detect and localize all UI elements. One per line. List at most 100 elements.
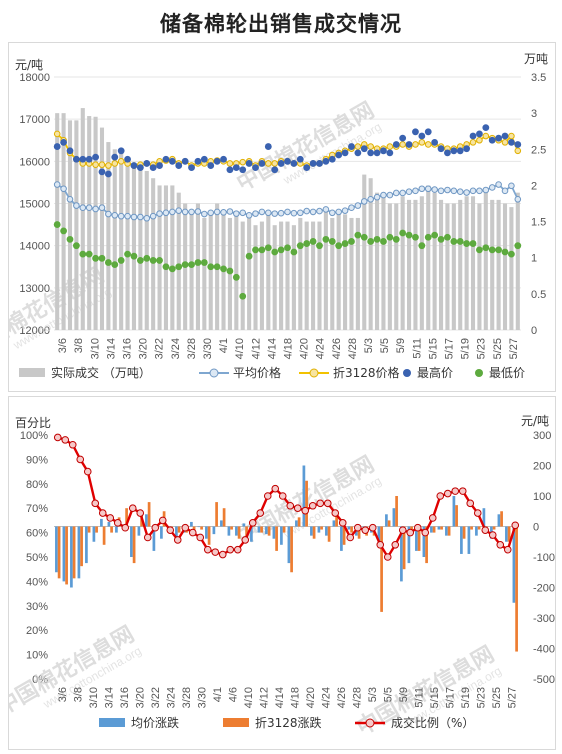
p3128-change-bar (207, 526, 211, 545)
high-price-point (469, 132, 477, 140)
high-price-point (60, 138, 67, 146)
low-price-point (367, 238, 375, 245)
x-tick-label: 3/20 (138, 338, 150, 359)
x-tick-label: 3/8 (73, 338, 85, 353)
avg-price-marker (303, 207, 310, 215)
volume-bar (438, 199, 444, 330)
volume-bar (477, 203, 482, 330)
ratio-marker (511, 521, 520, 530)
p3128-change-bar (380, 526, 383, 612)
x-tick-label: 5/23 (475, 687, 487, 708)
x-tick-label: 5/9 (398, 687, 410, 702)
avg-price-marker (111, 212, 119, 219)
high-price-point (117, 147, 125, 155)
high-price-point (66, 147, 74, 155)
x-tick-label: 4/6 (227, 687, 239, 702)
x-tick-label: 4/12 (250, 338, 262, 359)
ratio-marker (278, 492, 287, 500)
x-tick-label: 5/9 (395, 338, 407, 353)
low-price-point (386, 233, 394, 241)
low-price-point (124, 250, 131, 258)
avg-change-bar (212, 526, 216, 535)
p3128-change-bar (342, 526, 346, 545)
avg-change-bar (160, 526, 163, 539)
high-price-point (431, 138, 439, 146)
avg-price-marker (66, 195, 74, 203)
p3128-change-bar (312, 526, 316, 539)
high-price-point (232, 164, 240, 172)
y-right-tick-label: -100 (533, 552, 555, 564)
avg-price-marker (79, 204, 87, 212)
x-tick-label: 4/24 (315, 338, 327, 359)
high-price-point (194, 157, 202, 165)
volume-bar (247, 217, 252, 330)
y-right-tick-label: 3 (531, 108, 537, 120)
x-tick-label: 4/26 (336, 687, 348, 708)
avg-price-marker (508, 182, 515, 190)
p3128-change-bar (215, 502, 218, 527)
low-price-point (495, 246, 503, 254)
y-left-tick-label: 17000 (19, 114, 50, 126)
low-price-point (316, 242, 323, 250)
legend-avg-change-label: 均价涨跌 (131, 715, 179, 730)
high-price-point (316, 160, 323, 167)
avg-change-bar (430, 526, 433, 533)
volume-bar (234, 214, 239, 330)
avg-price-marker (316, 207, 323, 215)
avg-price-marker (60, 185, 67, 193)
x-tick-label: 4/14 (274, 687, 286, 708)
volume-bar (323, 207, 328, 330)
high-price-point (53, 143, 61, 150)
volume-bar (362, 174, 367, 330)
x-tick-label: 3/24 (170, 338, 182, 359)
x-tick-label: 5/11 (411, 338, 423, 359)
volume-bar (413, 199, 418, 330)
avg-price-marker (450, 187, 458, 195)
volume-bar (202, 217, 207, 330)
y-left-tick-label: 40% (26, 576, 48, 588)
low-price-point (501, 248, 509, 256)
low-price-point (405, 231, 413, 239)
volume-bar (87, 116, 92, 330)
avg-price-marker (233, 210, 240, 217)
x-tick-label: 4/1 (218, 338, 230, 353)
low-price-point (437, 235, 445, 243)
low-price-point (424, 233, 432, 241)
price-3128-marker (469, 139, 477, 146)
avg-price-marker (162, 209, 170, 217)
y-left-tick-label: 30% (26, 601, 48, 613)
low-price-point (392, 235, 400, 243)
ratio-marker (76, 455, 85, 464)
volume-bar (195, 203, 200, 330)
ratio-marker (368, 523, 377, 532)
volume-bar (355, 217, 360, 330)
low-price-point (168, 265, 176, 273)
x-tick-label: 5/5 (382, 687, 394, 702)
avg-price-marker (277, 209, 285, 217)
low-price-point (284, 244, 291, 252)
low-price-point (92, 254, 99, 262)
high-price-point (156, 162, 163, 169)
avg-price-marker (335, 208, 342, 216)
avg-price-marker (290, 209, 298, 217)
legend-low-marker (475, 369, 483, 377)
low-price-point (303, 240, 311, 247)
legend-volume-label: 实际成交 （万吨） (51, 365, 151, 380)
low-price-point (72, 242, 80, 250)
low-price-point (469, 240, 477, 247)
high-price-point (200, 155, 208, 163)
avg-price-marker (124, 212, 131, 220)
price-3128-marker (265, 160, 272, 167)
legend-high-marker (403, 369, 411, 377)
ratio-marker (113, 519, 122, 527)
p3128-change-bar (110, 526, 113, 533)
low-price-point (450, 238, 458, 245)
low-price-point (207, 263, 215, 271)
avg-change-bar (272, 526, 276, 539)
avg-change-bar (92, 526, 96, 542)
p3128-change-bar (72, 526, 76, 579)
avg-price-marker (348, 204, 355, 212)
volume-bar (515, 192, 520, 330)
low-price-point (130, 252, 138, 260)
high-price-point (495, 134, 503, 142)
